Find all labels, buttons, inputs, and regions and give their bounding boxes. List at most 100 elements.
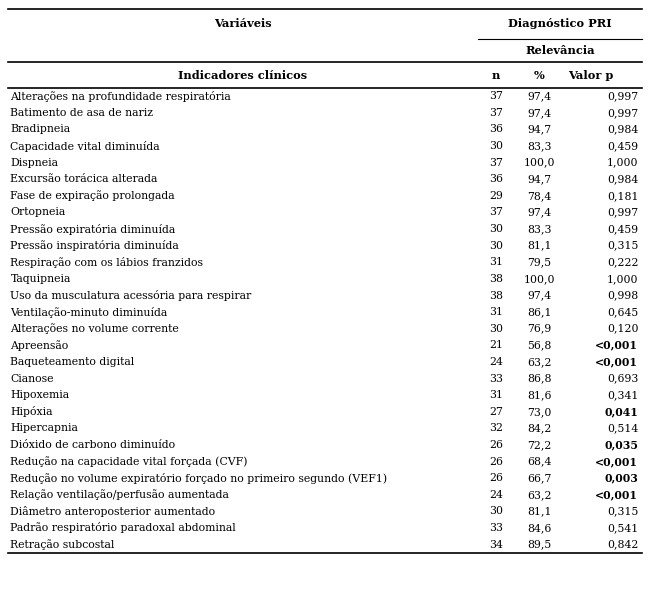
- Text: 0,315: 0,315: [607, 506, 638, 517]
- Text: 24: 24: [489, 357, 503, 367]
- Text: Ortopneia: Ortopneia: [10, 207, 66, 218]
- Text: 31: 31: [489, 257, 503, 268]
- Text: <0,001: <0,001: [595, 357, 638, 367]
- Text: 30: 30: [489, 506, 503, 517]
- Text: 94,7: 94,7: [527, 174, 552, 184]
- Text: Retração subcostal: Retração subcostal: [10, 539, 115, 550]
- Text: 36: 36: [489, 124, 503, 135]
- Text: 84,2: 84,2: [527, 423, 552, 434]
- Text: 0,984: 0,984: [607, 124, 638, 135]
- Text: 30: 30: [489, 141, 503, 151]
- Text: Uso da musculatura acessória para respirar: Uso da musculatura acessória para respir…: [10, 290, 252, 301]
- Text: Fase de expiração prolongada: Fase de expiração prolongada: [10, 191, 175, 201]
- Text: 63,2: 63,2: [527, 357, 552, 367]
- Text: 0,997: 0,997: [607, 108, 638, 118]
- Text: Hipóxia: Hipóxia: [10, 407, 53, 417]
- Text: 0,315: 0,315: [607, 240, 638, 251]
- Text: 86,1: 86,1: [527, 307, 552, 317]
- Text: 79,5: 79,5: [527, 257, 552, 268]
- Text: 84,6: 84,6: [527, 523, 552, 533]
- Text: 33: 33: [489, 373, 503, 384]
- Text: Redução no volume expiratório forçado no primeiro segundo (VEF1): Redução no volume expiratório forçado no…: [10, 473, 387, 483]
- Text: 0,514: 0,514: [607, 423, 638, 434]
- Text: 81,1: 81,1: [527, 506, 552, 517]
- Text: 37: 37: [489, 207, 503, 218]
- Text: Pressão expiratória diminuída: Pressão expiratória diminuída: [10, 224, 176, 234]
- Text: 0,693: 0,693: [607, 373, 638, 384]
- Text: Batimento de asa de nariz: Batimento de asa de nariz: [10, 108, 153, 118]
- Text: 97,4: 97,4: [527, 91, 552, 101]
- Text: Bradipneia: Bradipneia: [10, 124, 71, 135]
- Text: Capacidade vital diminuída: Capacidade vital diminuída: [10, 141, 160, 151]
- Text: 56,8: 56,8: [527, 340, 552, 351]
- Text: Pressão inspiratória diminuída: Pressão inspiratória diminuída: [10, 240, 179, 251]
- Text: 36: 36: [489, 174, 503, 184]
- Text: 83,3: 83,3: [527, 141, 552, 151]
- Text: 78,4: 78,4: [527, 191, 552, 201]
- Text: 0,541: 0,541: [607, 523, 638, 533]
- Text: 33: 33: [489, 523, 503, 533]
- Text: 0,645: 0,645: [607, 307, 638, 317]
- Text: 0,842: 0,842: [607, 539, 638, 550]
- Text: 86,8: 86,8: [527, 373, 552, 384]
- Text: 0,035: 0,035: [604, 440, 638, 450]
- Text: Indicadores clínicos: Indicadores clínicos: [178, 69, 307, 81]
- Text: Diagnóstico PRI: Diagnóstico PRI: [508, 18, 612, 30]
- Text: Hipoxemia: Hipoxemia: [10, 390, 70, 400]
- Text: Variáveis: Variáveis: [214, 18, 272, 30]
- Text: Excursão torácica alterada: Excursão torácica alterada: [10, 174, 158, 184]
- Text: 0,181: 0,181: [607, 191, 638, 201]
- Text: 81,1: 81,1: [527, 240, 552, 251]
- Text: 63,2: 63,2: [527, 490, 552, 500]
- Text: 21: 21: [489, 340, 503, 351]
- Text: <0,001: <0,001: [595, 490, 638, 500]
- Text: 0,459: 0,459: [607, 141, 638, 151]
- Text: 30: 30: [489, 224, 503, 234]
- Text: 34: 34: [489, 539, 503, 550]
- Text: 0,041: 0,041: [604, 407, 638, 417]
- Text: 68,4: 68,4: [527, 456, 552, 467]
- Text: 89,5: 89,5: [527, 539, 552, 550]
- Text: 1,000: 1,000: [607, 157, 638, 168]
- Text: 76,9: 76,9: [527, 323, 552, 334]
- Text: 0,120: 0,120: [607, 323, 638, 334]
- Text: 38: 38: [489, 274, 503, 284]
- Text: Ventilação-minuto diminuída: Ventilação-minuto diminuída: [10, 307, 168, 317]
- Text: 73,0: 73,0: [527, 407, 552, 417]
- Text: Apreensão: Apreensão: [10, 340, 69, 351]
- Text: 30: 30: [489, 323, 503, 334]
- Text: 26: 26: [489, 456, 503, 467]
- Text: 24: 24: [489, 490, 503, 500]
- Text: 83,3: 83,3: [527, 224, 552, 234]
- Text: Baqueteamento digital: Baqueteamento digital: [10, 357, 135, 367]
- Text: 29: 29: [489, 191, 503, 201]
- Text: %: %: [534, 69, 545, 81]
- Text: 0,222: 0,222: [607, 257, 638, 268]
- Text: 0,003: 0,003: [604, 473, 638, 483]
- Text: 97,4: 97,4: [527, 290, 552, 301]
- Text: Relação ventilação/perfusão aumentada: Relação ventilação/perfusão aumentada: [10, 490, 229, 500]
- Text: 81,6: 81,6: [527, 390, 552, 400]
- Text: 66,7: 66,7: [527, 473, 552, 483]
- Text: 0,997: 0,997: [607, 207, 638, 218]
- Text: Valor p: Valor p: [568, 69, 614, 81]
- Text: 37: 37: [489, 108, 503, 118]
- Text: 31: 31: [489, 307, 503, 317]
- Text: 0,998: 0,998: [607, 290, 638, 301]
- Text: 97,4: 97,4: [527, 108, 552, 118]
- Text: Diâmetro anteroposterior aumentado: Diâmetro anteroposterior aumentado: [10, 506, 216, 517]
- Text: 27: 27: [489, 407, 503, 417]
- Text: Cianose: Cianose: [10, 373, 54, 384]
- Text: 38: 38: [489, 290, 503, 301]
- Text: 100,0: 100,0: [524, 274, 555, 284]
- Text: <0,001: <0,001: [595, 340, 638, 351]
- Text: Redução na capacidade vital forçada (CVF): Redução na capacidade vital forçada (CVF…: [10, 456, 248, 467]
- Text: Relevância: Relevância: [525, 45, 595, 56]
- Text: 31: 31: [489, 390, 503, 400]
- Text: 37: 37: [489, 91, 503, 101]
- Text: 0,997: 0,997: [607, 91, 638, 101]
- Text: Taquipneia: Taquipneia: [10, 274, 71, 284]
- Text: 94,7: 94,7: [527, 124, 552, 135]
- Text: 26: 26: [489, 473, 503, 483]
- Text: Hipercapnia: Hipercapnia: [10, 423, 78, 434]
